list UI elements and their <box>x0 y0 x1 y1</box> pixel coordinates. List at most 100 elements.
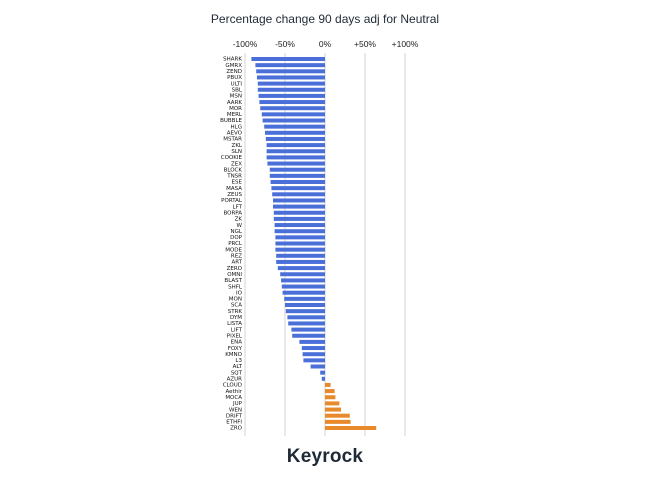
x-tick-label: 0% <box>319 39 332 49</box>
x-tick-label: +50% <box>354 39 376 49</box>
category-label: SBL <box>232 87 243 93</box>
category-label: PIXEL <box>227 333 243 339</box>
category-label: JUP <box>232 401 243 407</box>
category-label: ZEND <box>226 69 242 75</box>
category-label: SHFL <box>228 284 243 290</box>
category-label: OMNI <box>227 272 242 278</box>
bar <box>275 241 325 246</box>
category-label: MSN <box>230 94 242 100</box>
bar <box>267 161 325 166</box>
bar <box>273 216 325 221</box>
bar <box>302 352 325 357</box>
bar <box>266 155 325 160</box>
x-tick-label: -50% <box>275 39 295 49</box>
bar <box>325 426 377 430</box>
bar <box>325 382 331 387</box>
category-label: LFT <box>233 204 243 210</box>
category-label: ART <box>231 260 242 266</box>
bar <box>284 296 325 301</box>
bar <box>276 253 325 258</box>
bar <box>285 303 325 307</box>
bar <box>258 93 325 98</box>
category-label: BLOCK <box>224 167 243 173</box>
bar <box>275 235 325 240</box>
category-label: ALT <box>233 364 243 370</box>
bar <box>320 370 325 375</box>
bar <box>285 309 325 314</box>
bar <box>273 198 325 203</box>
category-label: PRCL <box>228 241 243 247</box>
bar <box>270 180 325 184</box>
category-label: PORTAL <box>221 198 243 204</box>
category-label: COOKIE <box>221 155 243 161</box>
bar <box>275 247 325 252</box>
bar <box>281 284 325 289</box>
category-label: MODE <box>225 247 242 253</box>
bar <box>273 204 325 209</box>
x-tick-label: +100% <box>392 39 419 49</box>
category-label: CLOUD <box>223 383 242 389</box>
bar <box>266 149 325 154</box>
category-label: MOR <box>229 106 242 112</box>
bar <box>260 106 325 111</box>
bar <box>265 136 325 141</box>
bar <box>281 278 325 283</box>
bar <box>280 272 325 277</box>
x-tick-label: -100% <box>233 39 258 49</box>
bar <box>310 364 325 369</box>
category-label: BORPA <box>223 210 242 216</box>
bar <box>287 315 325 320</box>
category-label: W <box>237 223 243 229</box>
bar <box>301 346 325 351</box>
bar <box>272 192 325 197</box>
bar <box>256 69 325 74</box>
bar <box>251 57 325 61</box>
category-label: ZK <box>235 217 243 223</box>
category-label: Aethir <box>226 389 243 395</box>
bar <box>325 389 335 394</box>
category-label: IO <box>236 290 243 296</box>
x-tick-labels: -100% -50% 0% +50% +100% <box>233 39 419 49</box>
bar <box>288 321 325 326</box>
bar <box>261 112 325 117</box>
bar <box>259 100 325 105</box>
bar <box>274 229 325 234</box>
category-label: MASA <box>226 186 242 192</box>
category-label: STRK <box>228 309 243 315</box>
bar <box>273 210 325 215</box>
category-label: MON <box>229 297 242 303</box>
category-labels: SHARKGMRXZENDPBUXULTISBLMSNAARKMORMERLBU… <box>220 57 243 432</box>
category-label: AARK <box>227 100 242 106</box>
bar <box>266 143 325 148</box>
category-label: ZKL <box>232 143 243 149</box>
category-label: BLAST <box>224 278 242 284</box>
bar <box>325 407 341 412</box>
bar <box>255 63 325 68</box>
category-label: MSTAR <box>223 137 242 143</box>
category-label: GMRX <box>225 63 242 69</box>
bar <box>325 413 350 418</box>
category-label: TNSR <box>226 174 242 180</box>
category-label: FOXY <box>228 346 243 352</box>
bar <box>325 419 351 424</box>
bar <box>303 358 325 363</box>
category-label: ETHFI <box>226 420 242 426</box>
category-label: ENA <box>231 340 243 346</box>
category-label: DOP <box>230 235 243 241</box>
bar <box>271 186 325 191</box>
bar <box>274 223 325 228</box>
category-label: ZERO <box>227 266 243 272</box>
bar <box>262 118 325 123</box>
category-label: ZEX <box>231 161 242 167</box>
category-label: LIFT <box>231 327 243 333</box>
bar <box>325 395 336 400</box>
category-label: SCA <box>231 303 242 309</box>
category-label: AZUR <box>227 377 243 383</box>
category-label: PBUX <box>227 75 242 81</box>
category-label: REZ <box>231 254 242 260</box>
category-label: MOCA <box>225 395 242 401</box>
bar <box>264 124 325 129</box>
bar <box>276 259 325 264</box>
category-label: ESE <box>232 180 243 186</box>
